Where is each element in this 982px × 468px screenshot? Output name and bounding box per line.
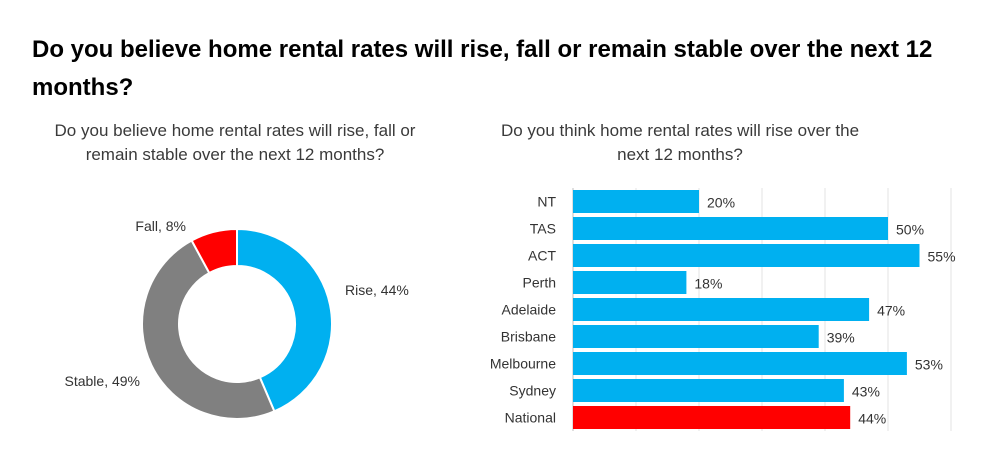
- category-label: Sydney: [509, 383, 556, 399]
- value-label: 43%: [852, 384, 880, 400]
- page-title: Do you believe home rental rates will ri…: [32, 36, 933, 101]
- value-label: 39%: [827, 330, 855, 346]
- category-label: Adelaide: [502, 302, 557, 318]
- value-label: 53%: [915, 357, 943, 373]
- bar-adelaide: [573, 298, 870, 321]
- category-label: NT: [537, 194, 556, 210]
- donut-slice-fall: [190, 227, 238, 275]
- bar-nt: [573, 190, 699, 213]
- value-label: 20%: [707, 195, 735, 211]
- value-label: 44%: [858, 411, 886, 427]
- value-label: 55%: [928, 249, 956, 265]
- donut-chart-title: Do you believe home rental rates will ri…: [54, 121, 416, 164]
- category-label: Melbourne: [490, 356, 556, 372]
- category-label: Perth: [523, 275, 556, 291]
- bar-melbourne: [573, 352, 907, 375]
- bar-perth: [573, 271, 687, 294]
- category-label: National: [505, 410, 556, 426]
- value-label: 18%: [694, 276, 722, 292]
- donut-label-stable: Stable, 49%: [65, 373, 141, 389]
- donut-slice-rise: [236, 227, 333, 413]
- bar-chart-title: Do you think home rental rates will rise…: [500, 121, 860, 164]
- value-label: 47%: [877, 303, 905, 319]
- bar-sydney: [573, 379, 844, 402]
- bar-brisbane: [573, 325, 819, 348]
- category-label: Brisbane: [501, 329, 556, 345]
- bar-tas: [573, 217, 888, 240]
- value-label: 50%: [896, 222, 924, 238]
- bar-national: [573, 406, 851, 429]
- bar-act: [573, 244, 920, 267]
- donut-slice-stable: [141, 239, 276, 420]
- donut-label-fall: Fall, 8%: [135, 218, 186, 234]
- donut-label-rise: Rise, 44%: [345, 282, 409, 298]
- category-label: ACT: [528, 248, 556, 264]
- category-label: TAS: [530, 221, 556, 237]
